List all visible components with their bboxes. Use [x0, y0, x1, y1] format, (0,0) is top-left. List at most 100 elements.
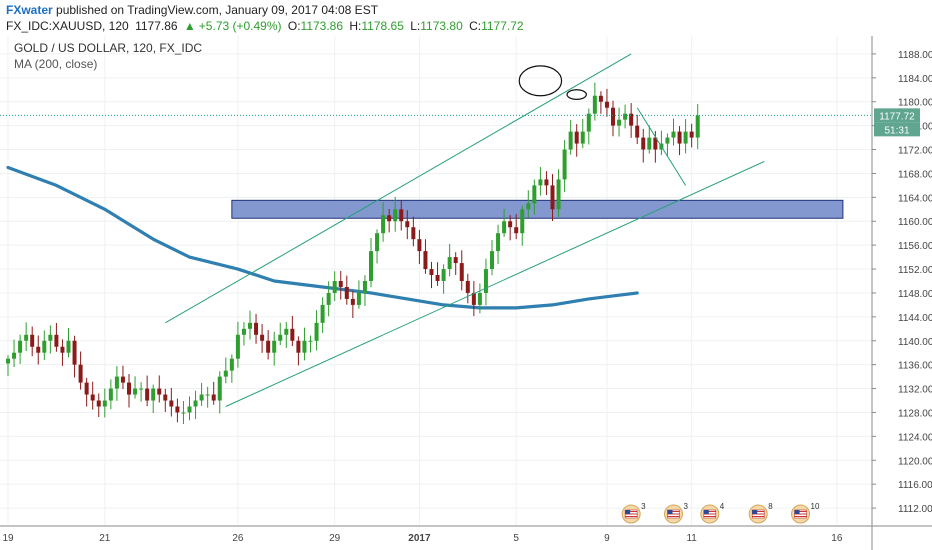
- candle-body: [187, 406, 192, 413]
- y-tick-label: 1132.00: [898, 385, 932, 396]
- events: 3 3 4 8 10: [621, 502, 820, 524]
- candle-body: [356, 292, 361, 305]
- open-value: 1173.86: [300, 19, 344, 33]
- legend-indicator[interactable]: MA (200, close): [14, 57, 97, 71]
- close-value: 1177.72: [481, 19, 524, 33]
- ma-layer: [6, 165, 639, 310]
- candle-body: [48, 334, 53, 341]
- low-value: 1173.80: [420, 19, 463, 33]
- candle-body: [369, 251, 373, 281]
- candle-body: [641, 137, 646, 150]
- published-text: published on TradingView.com, January 09…: [56, 3, 379, 17]
- candle-body: [653, 137, 658, 150]
- candle-body: [423, 251, 428, 270]
- support-zone-rect: [231, 199, 844, 219]
- candle-body: [145, 388, 150, 401]
- candle-body: [411, 227, 416, 240]
- symbol-label: FX_IDC:XAUUSD, 120: [6, 19, 129, 33]
- candle-body: [133, 388, 138, 395]
- candle-body: [30, 334, 35, 347]
- candle-body: [562, 149, 567, 180]
- candle-body: [217, 376, 222, 401]
- flag-canton: [625, 510, 631, 514]
- candle-body: [66, 340, 71, 353]
- y-tick-label: 1160.00: [898, 217, 932, 228]
- y-tick-label: 1136.00: [898, 361, 932, 372]
- candle-body: [320, 304, 325, 323]
- candle-body: [508, 221, 513, 228]
- candle-body: [429, 269, 434, 276]
- support-zone-layer: [231, 199, 844, 219]
- annotation-ellipse: [518, 65, 563, 97]
- candle-body: [254, 322, 259, 335]
- high-value: 1178.65: [361, 19, 404, 33]
- candle-body: [193, 400, 198, 407]
- candle-body: [556, 179, 561, 210]
- candle-body: [199, 394, 204, 401]
- flag-canton: [667, 510, 673, 514]
- candle-body: [12, 352, 17, 359]
- candle-body: [296, 340, 301, 353]
- y-tick-label: 1116.00: [898, 480, 932, 491]
- candle-body: [598, 95, 603, 102]
- candle-body: [36, 346, 41, 353]
- drawings: [165, 53, 765, 407]
- y-tick-label: 1188.00: [898, 50, 932, 61]
- change-value: +5.73 (+0.49%): [198, 19, 282, 33]
- candle-body: [592, 95, 597, 114]
- us-flag-event-icon: 3: [664, 502, 689, 524]
- candle-body: [544, 179, 549, 186]
- x-tick-label: 16: [831, 533, 843, 544]
- y-tick-label: 1124.00: [898, 432, 932, 443]
- candle-body: [635, 125, 640, 138]
- price-chart[interactable]: 3 3 4 8 10 1112.00 1116.00 1120.00 1124.00 1128.…: [0, 36, 932, 550]
- y-tick-label: 1184.00: [898, 74, 932, 85]
- x-tick-label: 29: [329, 533, 341, 544]
- candle-body: [689, 131, 694, 138]
- candle-body: [471, 292, 476, 305]
- candle-body: [223, 370, 228, 377]
- x-tick-label: 2017: [408, 533, 431, 544]
- low-label: L:: [410, 19, 421, 33]
- x-tick-label: 21: [99, 533, 111, 544]
- candle-body: [617, 119, 622, 126]
- candle-body: [120, 376, 125, 383]
- candle-body: [338, 281, 343, 287]
- event-count: 4: [720, 502, 725, 511]
- candle-body: [102, 400, 107, 407]
- countdown-tag: [874, 122, 920, 137]
- y-tick-label: 1120.00: [898, 456, 932, 467]
- candle-body: [459, 263, 464, 281]
- author-link[interactable]: FXwater: [6, 3, 53, 17]
- ma200-line: [6, 165, 639, 310]
- candle-body: [671, 131, 676, 138]
- y-tick-label: 1152.00: [898, 265, 932, 276]
- candle-body: [114, 376, 119, 389]
- candle-body: [332, 281, 337, 293]
- candle-body: [248, 322, 252, 329]
- last-price-tag: [874, 108, 920, 123]
- x-tick-label: 5: [513, 533, 519, 544]
- candle-body: [108, 388, 113, 401]
- candle-body: [290, 328, 295, 341]
- candle-body: [526, 203, 531, 210]
- y-tick-label: 1128.00: [898, 408, 932, 419]
- candle-body: [241, 328, 246, 335]
- flag-canton: [794, 510, 800, 514]
- candle-body: [665, 137, 670, 144]
- candle-body: [278, 334, 283, 341]
- candle-body: [417, 239, 422, 252]
- us-flag-event-icon: 8: [748, 502, 773, 524]
- candle-body: [538, 179, 543, 186]
- y-tick-label: 1168.00: [898, 169, 932, 180]
- candle-body: [362, 281, 367, 293]
- candle-body: [163, 394, 168, 401]
- channel-line-upper: [165, 53, 632, 324]
- chart-header: FXwater published on TradingView.com, Ja…: [0, 0, 932, 36]
- candle-body: [381, 215, 386, 234]
- candle-body: [453, 257, 458, 264]
- quote-line: FX_IDC:XAUUSD, 120 1177.86 ▲ +5.73 (+0.49…: [6, 19, 524, 33]
- candle-body: [54, 334, 59, 347]
- candle-body: [175, 406, 180, 413]
- candle-body: [586, 113, 591, 132]
